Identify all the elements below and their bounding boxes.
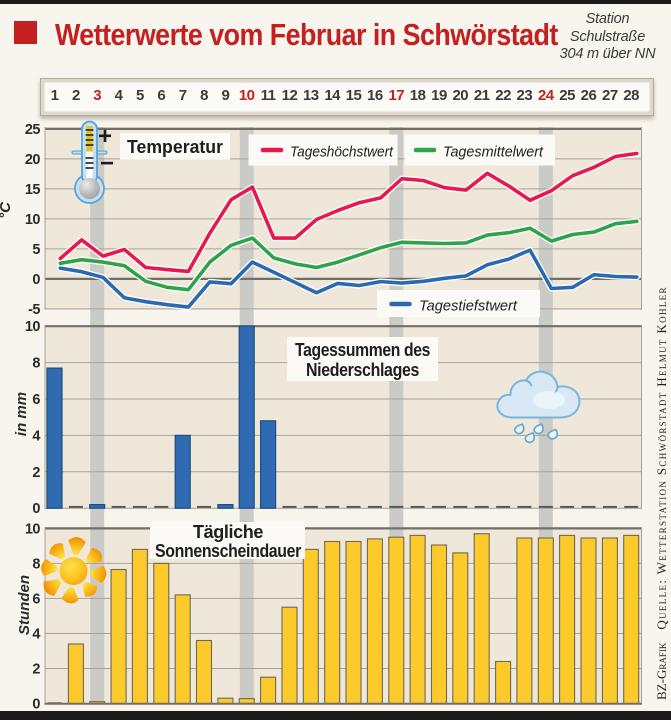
svg-text:2: 2 xyxy=(32,465,40,481)
svg-text:8: 8 xyxy=(32,556,40,572)
svg-text:Stunden: Stunden xyxy=(16,575,33,635)
svg-text:Tagesmittelwert: Tagesmittelwert xyxy=(443,144,544,161)
svg-text:5: 5 xyxy=(32,242,40,258)
svg-text:Tageshöchstwert: Tageshöchstwert xyxy=(290,144,394,161)
svg-text:Temperatur: Temperatur xyxy=(127,137,223,157)
svg-text:Tagessummen des: Tagessummen des xyxy=(295,339,430,360)
svg-text:4: 4 xyxy=(32,428,40,444)
svg-text:−: − xyxy=(100,150,114,177)
svg-text:6: 6 xyxy=(32,392,40,408)
svg-text:10: 10 xyxy=(25,212,41,228)
svg-text:20: 20 xyxy=(25,152,41,168)
svg-text:10: 10 xyxy=(25,521,41,537)
svg-text:0: 0 xyxy=(32,501,40,517)
svg-text:°C: °C xyxy=(0,201,14,219)
svg-text:15: 15 xyxy=(25,182,41,198)
svg-text:0: 0 xyxy=(32,272,40,288)
svg-text:10: 10 xyxy=(25,319,41,335)
svg-text:0: 0 xyxy=(32,697,40,713)
svg-text:25: 25 xyxy=(25,122,41,138)
svg-text:4: 4 xyxy=(32,627,40,643)
svg-text:Sonnenscheindauer: Sonnenscheindauer xyxy=(155,540,301,561)
svg-text:Niederschlages: Niederschlages xyxy=(306,359,419,380)
svg-text:Tägliche: Tägliche xyxy=(193,521,263,542)
svg-text:+: + xyxy=(98,123,112,150)
svg-text:Tagestiefstwert: Tagestiefstwert xyxy=(419,298,518,315)
svg-text:8: 8 xyxy=(32,356,40,372)
svg-text:in mm: in mm xyxy=(13,392,30,436)
svg-text:2: 2 xyxy=(32,662,40,678)
svg-text:-5: -5 xyxy=(28,302,40,318)
svg-text:6: 6 xyxy=(32,591,40,607)
